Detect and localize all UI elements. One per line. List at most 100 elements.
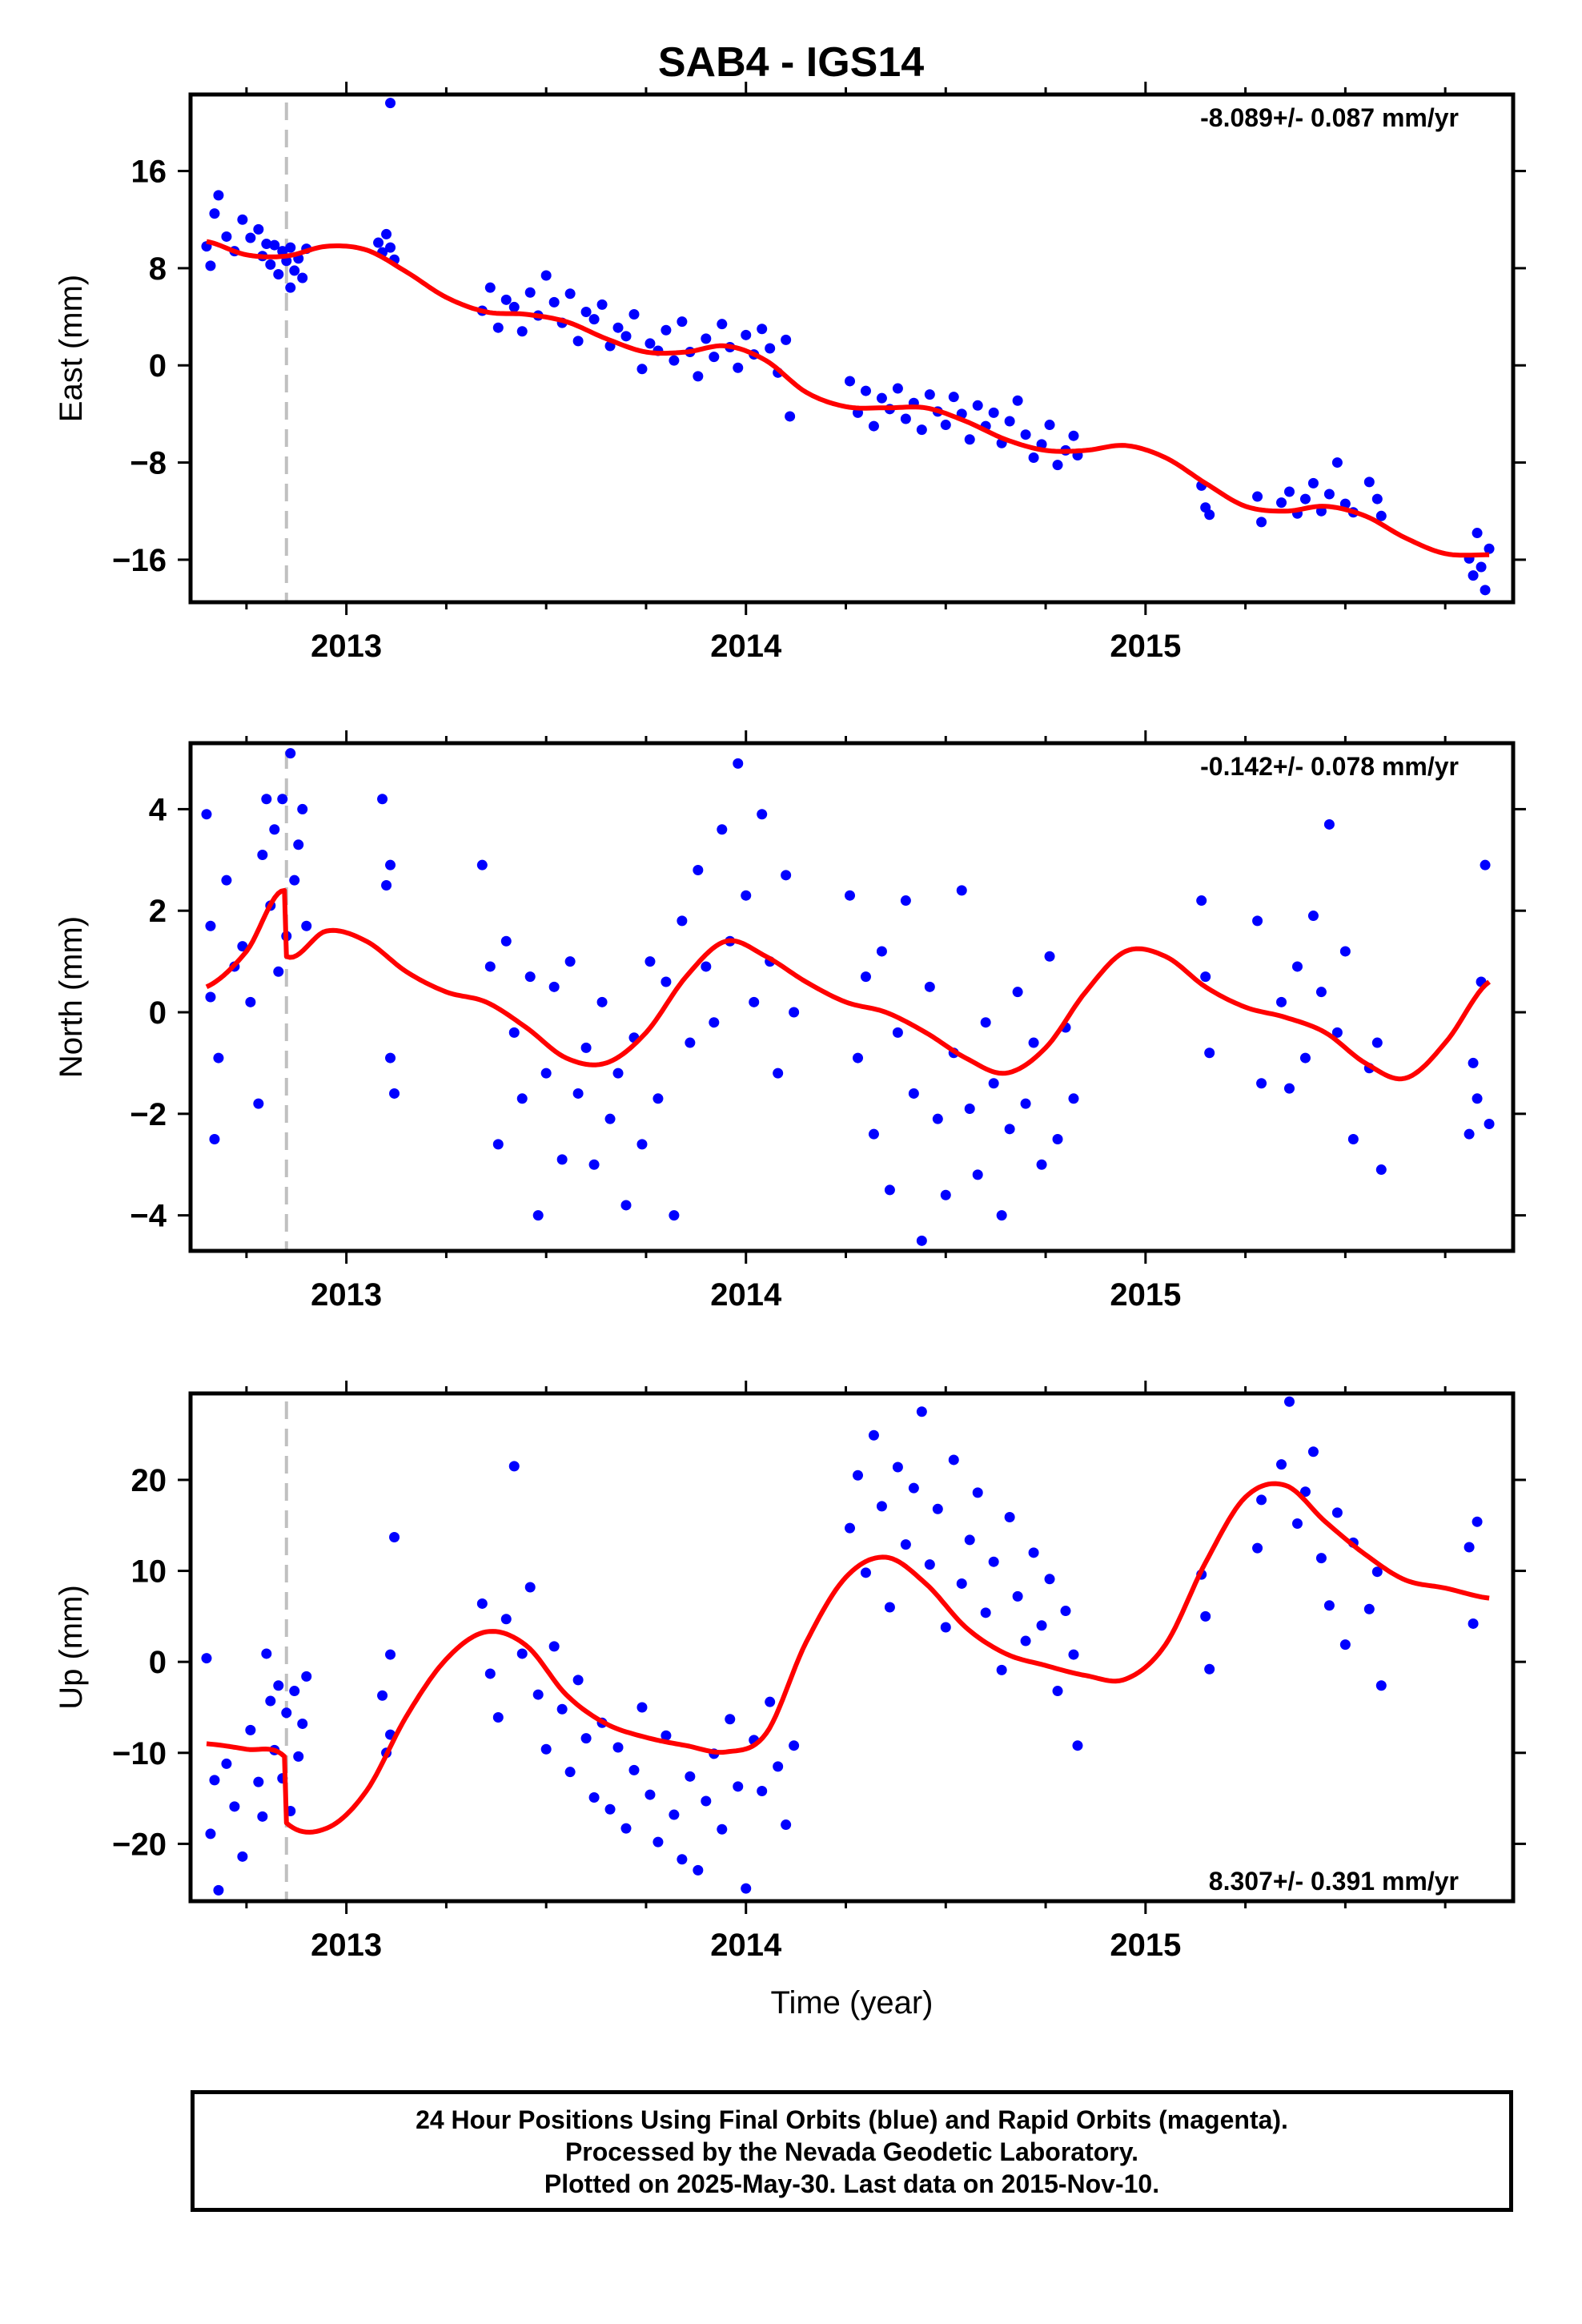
up-data-point (221, 1758, 232, 1769)
up-data-point (636, 1702, 648, 1713)
east-data-point (1256, 517, 1267, 528)
east-data-point (205, 260, 216, 271)
up-data-point (1256, 1494, 1267, 1506)
east-data-point (516, 326, 528, 337)
north-data-point (1472, 1093, 1483, 1104)
north-data-point (876, 946, 887, 957)
north-plot: 2013 2014 2015 −4 −2 0 2 4 North (mm) -0.142+/- 0… (54, 730, 1526, 1313)
up-data-point (932, 1503, 943, 1514)
east-x-tick-label: 2013 (311, 629, 382, 664)
up-data-point (389, 1532, 400, 1543)
up-data-point (693, 1864, 704, 1876)
north-data-point (860, 971, 871, 983)
north-data-point (749, 996, 760, 1007)
east-data-point (548, 296, 560, 308)
east-data-point (524, 287, 536, 298)
north-data-point (532, 1210, 544, 1221)
up-data-point (972, 1487, 983, 1498)
north-y-tick-label: 2 (149, 894, 167, 929)
east-data-point (733, 362, 744, 373)
up-data-point (301, 1671, 312, 1682)
up-data-point (781, 1819, 792, 1831)
north-data-point (620, 1200, 632, 1211)
north-data-point (677, 915, 688, 927)
north-x-tick-label: 2013 (311, 1277, 382, 1313)
north-data-point (1375, 1164, 1387, 1176)
north-data-point (781, 870, 792, 881)
up-data-point (297, 1718, 308, 1729)
up-data-point (1252, 1542, 1263, 1554)
east-y-tick-label: −8 (130, 446, 167, 481)
up-data-point (1363, 1603, 1375, 1614)
north-y-tick-label: −2 (130, 1097, 167, 1132)
north-data-point (924, 981, 935, 992)
east-data-point (916, 424, 927, 436)
up-data-point (1375, 1680, 1387, 1691)
east-y-axis-label: East (mm) (54, 275, 89, 422)
north-data-point (297, 803, 308, 814)
up-data-point (1307, 1446, 1319, 1458)
up-data-point (789, 1740, 800, 1751)
up-data-point (924, 1559, 935, 1570)
footer-line-1: 24 Hour Positions Using Final Orbits (bl… (416, 2105, 1288, 2134)
up-data-point (261, 1648, 272, 1659)
north-data-point (693, 865, 704, 875)
north-data-point (852, 1052, 863, 1063)
east-y-ticks: −16 −8 0 8 16 (112, 155, 1526, 578)
east-data-point (628, 309, 640, 320)
north-data-point (956, 885, 967, 896)
north-data-point (988, 1078, 999, 1089)
east-data-point (564, 288, 576, 300)
north-data-point (789, 1007, 800, 1018)
up-data-point (1315, 1553, 1327, 1564)
north-x-tick-label: 2014 (710, 1277, 782, 1313)
up-data-point (956, 1578, 967, 1589)
up-x-tick-label: 2014 (710, 1928, 782, 1963)
east-data-point (1004, 416, 1015, 427)
east-data-point (1468, 570, 1479, 581)
up-data-point (765, 1696, 776, 1707)
north-rate-label: -0.142+/- 0.078 mm/yr (1200, 752, 1459, 781)
east-data-point (1044, 420, 1055, 431)
east-data-point (381, 228, 392, 239)
east-data-point (596, 299, 608, 310)
up-data-point (289, 1686, 300, 1697)
up-data-point (1484, 0, 1495, 6)
up-data-point (845, 1522, 856, 1534)
north-data-point (1276, 996, 1287, 1007)
east-data-point (253, 223, 264, 235)
up-data-point (556, 1703, 568, 1715)
up-y-axis-label: Up (mm) (54, 1585, 89, 1710)
up-x-ticks: 2013 2014 2015 (245, 1381, 1447, 1963)
north-data-point (548, 981, 560, 992)
up-data-point (652, 1836, 664, 1848)
east-data-point (900, 413, 911, 424)
north-data-point (1200, 971, 1211, 983)
north-data-point (741, 890, 752, 901)
north-data-point (564, 956, 576, 967)
north-y-tick-label: 4 (149, 792, 167, 827)
east-y-tick-label: 16 (131, 155, 167, 190)
up-data-point (876, 1501, 887, 1512)
up-data-point (201, 1653, 212, 1664)
east-data-point (540, 270, 552, 281)
east-data-point (1480, 585, 1491, 596)
north-data-point (385, 1052, 396, 1063)
east-points (201, 98, 1495, 596)
east-data-point (612, 322, 624, 333)
up-data-point (1204, 1663, 1215, 1675)
north-data-point (1347, 1134, 1359, 1145)
north-data-point (1323, 818, 1335, 830)
up-data-point (900, 1539, 911, 1550)
east-data-point (237, 214, 248, 225)
north-data-point (1052, 1134, 1063, 1145)
north-data-point (269, 824, 280, 835)
east-data-point (289, 265, 300, 276)
north-x-ticks: 2013 2014 2015 (245, 730, 1447, 1313)
up-data-point (1480, 0, 1491, 6)
up-data-point (273, 1680, 284, 1691)
east-data-point (661, 324, 672, 336)
x-axis-label: Time (year) (771, 1985, 934, 2020)
east-data-point (1028, 452, 1039, 464)
north-data-point (612, 1068, 624, 1079)
